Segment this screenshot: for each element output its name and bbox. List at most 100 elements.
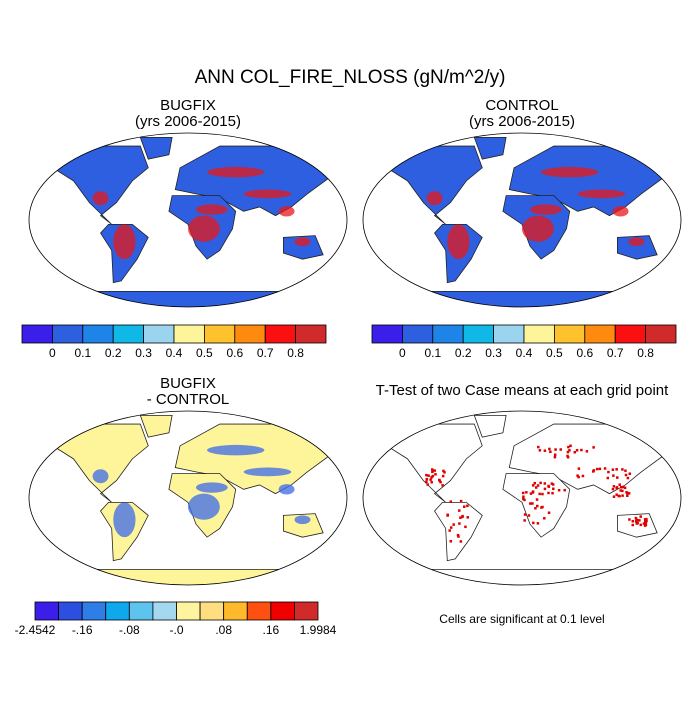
panel-title: CONTROL <box>485 97 558 114</box>
significant-cell <box>535 498 539 501</box>
significant-cell <box>615 468 618 471</box>
colorbar-box <box>34 601 59 621</box>
field-patch <box>195 482 228 493</box>
colorbar-box <box>223 601 248 621</box>
significant-cell <box>628 472 632 475</box>
colorbar-box <box>432 324 464 344</box>
continent <box>617 513 658 538</box>
significant-cell <box>523 513 527 516</box>
significant-cell <box>543 482 547 485</box>
significant-cell <box>456 533 460 537</box>
field-patch <box>278 206 295 217</box>
panel-title: BUGFIX <box>160 375 216 392</box>
significant-cell <box>531 490 535 493</box>
colorbar-box <box>264 324 297 344</box>
colorbar-box <box>493 324 525 344</box>
significant-cell <box>457 509 461 512</box>
map-frame <box>28 410 348 586</box>
field-patch <box>628 237 645 247</box>
significant-cell <box>612 474 615 477</box>
significant-cell <box>595 467 599 471</box>
field-patch <box>294 515 311 525</box>
colorbar-box <box>371 324 403 344</box>
significant-cell <box>621 485 625 489</box>
significant-cell <box>634 520 638 523</box>
significant-cell <box>466 504 469 508</box>
colorbar-label: 0.6 <box>576 346 593 360</box>
continent <box>282 513 324 538</box>
colorbar-box <box>523 324 555 344</box>
significant-cell <box>618 494 621 498</box>
significant-cell <box>543 449 547 452</box>
significant-cell <box>554 448 557 451</box>
significant-cell <box>434 473 437 476</box>
colorbar-box <box>584 324 616 344</box>
significant-cell <box>536 504 539 508</box>
significant-cell <box>547 484 550 488</box>
colorbar-label: 0.5 <box>196 346 213 360</box>
significant-cell <box>639 515 642 518</box>
significant-cell <box>631 523 634 527</box>
field-patch <box>529 204 562 215</box>
significant-cell <box>557 488 561 492</box>
significant-cell <box>543 517 546 520</box>
field-patch <box>243 467 292 477</box>
significant-cell <box>536 484 540 487</box>
significant-cell <box>612 485 616 488</box>
significant-cell <box>626 476 630 480</box>
significant-cell <box>615 486 619 489</box>
significant-cell <box>580 448 583 452</box>
significant-cell <box>537 445 540 449</box>
field-patch <box>188 493 220 520</box>
significant-cell <box>552 487 555 491</box>
significant-cell <box>431 468 434 471</box>
colorbar-label: 0.4 <box>516 346 533 360</box>
significant-cell <box>548 447 551 451</box>
significant-cell <box>527 514 531 517</box>
significant-cell <box>431 470 434 474</box>
continent <box>139 136 173 160</box>
continent <box>473 136 507 160</box>
colorbar-box <box>21 324 53 344</box>
significant-cell <box>457 535 460 538</box>
significant-cell <box>550 482 554 485</box>
continent <box>617 235 658 260</box>
colorbar-label: 0.8 <box>287 346 304 360</box>
colorbar-label: -.16 <box>72 623 93 637</box>
significant-cell <box>534 486 538 489</box>
colorbar-box <box>401 324 434 344</box>
colorbar-box <box>462 324 495 344</box>
significant-cell <box>549 450 552 453</box>
significant-cell <box>438 479 442 483</box>
colorbar-box <box>295 324 327 344</box>
significant-cell <box>547 511 551 514</box>
map <box>386 414 666 585</box>
significant-cell <box>636 521 639 525</box>
map-frame <box>362 410 682 586</box>
colorbar-label: 1.9984 <box>300 623 337 637</box>
significant-cell <box>536 522 540 525</box>
significant-cell <box>541 492 544 496</box>
significant-cell <box>466 516 469 519</box>
significant-cell <box>615 493 618 496</box>
field-patch <box>188 215 220 242</box>
colorbar-label: 0.2 <box>105 346 122 360</box>
significant-cell <box>577 467 581 470</box>
colorbar-label: 0.4 <box>166 346 183 360</box>
colorbar-box <box>58 601 83 621</box>
field-patch <box>447 224 470 260</box>
significant-cell <box>577 475 580 479</box>
significant-cell <box>529 492 533 495</box>
panel-title: T-Test of two Case means at each grid po… <box>376 382 669 399</box>
field-patch <box>195 204 228 215</box>
significant-cell <box>569 444 572 448</box>
colorbar-box <box>234 324 266 344</box>
significant-cell <box>621 494 624 497</box>
significant-cell <box>529 502 532 505</box>
significant-cell <box>449 500 453 503</box>
significant-cell <box>459 540 463 543</box>
significant-cell <box>624 473 628 477</box>
field-patch <box>92 469 109 484</box>
significant-cell <box>607 470 610 474</box>
significant-cell <box>606 476 610 480</box>
